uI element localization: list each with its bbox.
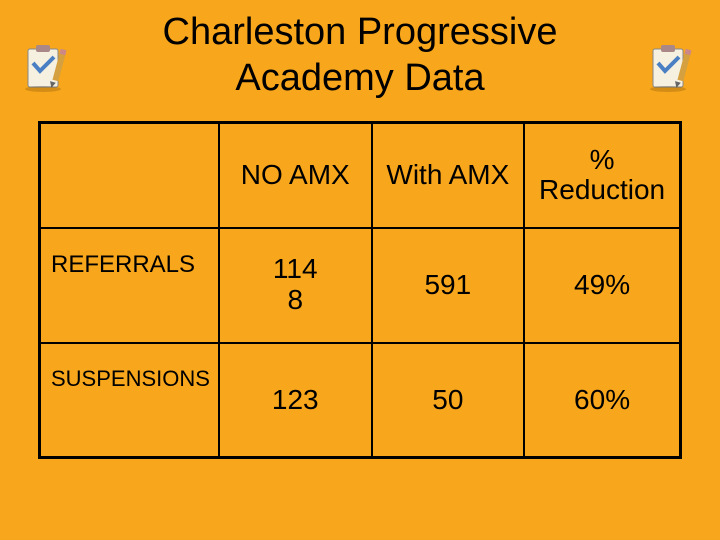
clipboard-pencil-icon [645, 45, 700, 93]
cell-suspensions-pct: 60% [524, 343, 680, 458]
title-line-2: Academy Data [235, 57, 484, 99]
data-table: NO AMX With AMX % Reduction REFERRALS 11… [38, 121, 682, 459]
page-title: Charleston Progressive Academy Data [163, 10, 558, 101]
table-row: REFERRALS 114 8 591 49% [40, 228, 681, 343]
table-header-row: NO AMX With AMX % Reduction [40, 123, 681, 228]
clipboard-pencil-icon [20, 45, 75, 93]
cell-value-line2: 8 [287, 284, 303, 315]
header-pct-line2: Reduction [539, 174, 665, 205]
slide-container: Charleston Progressive Academy Data [0, 0, 720, 540]
cell-suspensions-no-amx: 123 [219, 343, 372, 458]
header-empty [40, 123, 219, 228]
cell-referrals-pct: 49% [524, 228, 680, 343]
cell-value-line1: 114 [273, 253, 318, 284]
cell-referrals-with-amx: 591 [372, 228, 525, 343]
row-label-referrals: REFERRALS [40, 228, 219, 343]
header-with-amx: With AMX [372, 123, 525, 228]
row-label-suspensions: SUSPENSIONS [40, 343, 219, 458]
header-pct-line1: % [590, 144, 615, 175]
header-pct-reduction: % Reduction [524, 123, 680, 228]
header-no-amx: NO AMX [219, 123, 372, 228]
cell-referrals-no-amx: 114 8 [219, 228, 372, 343]
table-row: SUSPENSIONS 123 50 60% [40, 343, 681, 458]
cell-suspensions-with-amx: 50 [372, 343, 525, 458]
header-area: Charleston Progressive Academy Data [38, 10, 682, 101]
title-line-1: Charleston Progressive [163, 11, 558, 53]
